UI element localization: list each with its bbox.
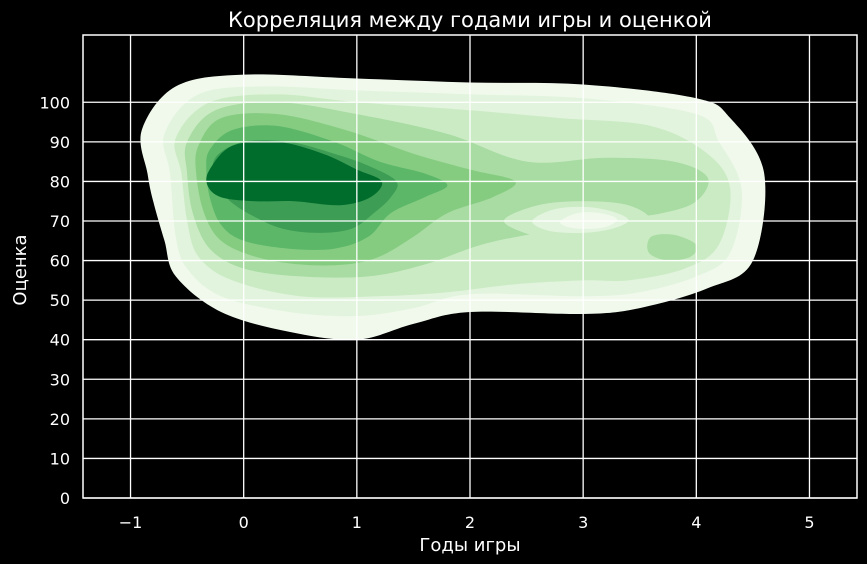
x-tick-label: 5 (804, 513, 814, 532)
y-tick-label: 100 (39, 93, 70, 112)
y-tick-label: 10 (50, 449, 70, 468)
y-tick-label: 90 (50, 133, 70, 152)
y-axis-label: Оценка (10, 234, 31, 305)
plot-frame (82, 34, 858, 499)
contour-level-8 (206, 141, 383, 206)
x-axis-label: Годы игры (419, 535, 520, 556)
x-tick-label: 1 (352, 513, 362, 532)
x-tick-label: 0 (239, 513, 249, 532)
density-contours (140, 74, 766, 340)
y-tick-label: 40 (50, 331, 70, 350)
y-tick-labels: 0 10 20 30 40 50 60 70 80 90 100 (39, 93, 70, 508)
y-tick-label: 60 (50, 252, 70, 271)
y-tick-label: 30 (50, 370, 70, 389)
y-tick-label: 70 (50, 212, 70, 231)
y-tick-label: 20 (50, 410, 70, 429)
chart-title: Корреляция между годами игры и оценкой (228, 8, 712, 32)
x-tick-label: −1 (119, 513, 143, 532)
contour-level-4 (647, 234, 698, 261)
x-tick-label: 4 (691, 513, 701, 532)
x-tick-labels: −1 0 1 2 3 4 5 (119, 513, 815, 532)
grid-lines (83, 35, 857, 499)
y-tick-label: 0 (60, 489, 70, 508)
y-tick-label: 50 (50, 291, 70, 310)
y-tick-label: 80 (50, 172, 70, 191)
x-tick-label: 2 (465, 513, 475, 532)
x-tick-label: 3 (578, 513, 588, 532)
